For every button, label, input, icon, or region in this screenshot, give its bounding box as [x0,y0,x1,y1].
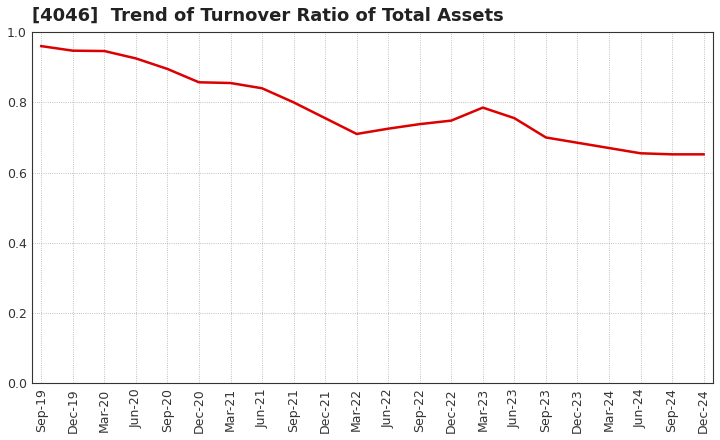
Text: [4046]  Trend of Turnover Ratio of Total Assets: [4046] Trend of Turnover Ratio of Total … [32,7,503,25]
